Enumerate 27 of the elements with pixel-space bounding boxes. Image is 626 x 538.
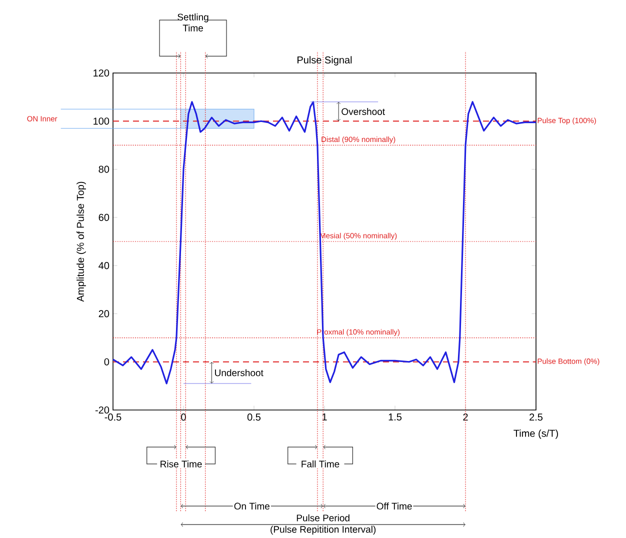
x-tick-label: 2	[463, 414, 468, 421]
text: (Pulse Repitition Interval)	[270, 526, 376, 535]
text: Settling Time	[178, 13, 208, 32]
x-tick-label: 1	[322, 414, 327, 420]
y-tick-label: 60	[98, 214, 110, 221]
x-tick-label: 2.5	[530, 414, 543, 421]
text: On Time	[234, 502, 270, 510]
text: Off Time	[376, 502, 412, 510]
y-tick-label: 80	[98, 166, 110, 173]
y-tick-label: 0	[104, 358, 110, 366]
y-tick-label: 120	[94, 69, 110, 77]
x-tick-label: 0	[181, 414, 186, 421]
x-tick-label: 1.5	[388, 414, 402, 421]
y-tick-label: -20	[95, 406, 110, 414]
y-axis-title: Amplitude (% of Pulse Top)	[76, 182, 86, 302]
chart-title: Pulse Signal	[298, 56, 352, 66]
y-tick-label: 20	[98, 310, 110, 318]
annotation: Undershoot	[215, 369, 264, 376]
annotation: Overshoot	[342, 108, 385, 115]
text: Fall Time	[302, 460, 340, 468]
text: Pulse Period	[296, 514, 350, 522]
y-tick-label: 100	[94, 118, 110, 125]
x-tick-label: -0.5	[104, 414, 122, 421]
text: Rise Time	[160, 460, 202, 468]
x-tick-label: 0.5	[247, 414, 261, 421]
x-axis-title: Time (s/T)	[514, 430, 558, 439]
y-tick-label: 40	[98, 262, 110, 270]
